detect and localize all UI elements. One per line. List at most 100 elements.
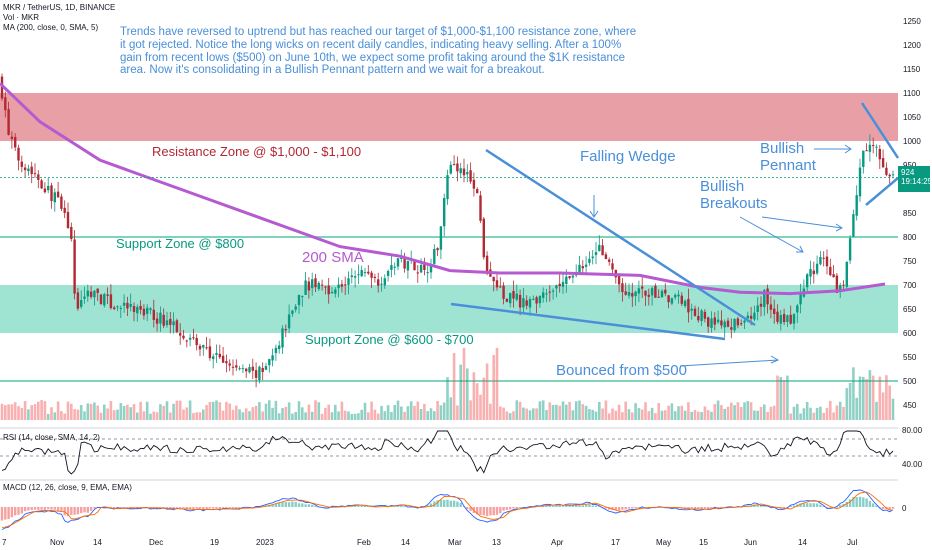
candle-body — [205, 347, 208, 349]
macd-histogram-bar — [598, 506, 601, 507]
candle-body — [703, 311, 707, 319]
candle-body — [23, 167, 27, 171]
volume-bar — [202, 409, 205, 420]
volume-bar — [13, 402, 17, 420]
volume-bar — [119, 403, 123, 420]
candle-body — [373, 276, 377, 278]
volume-bar — [485, 363, 489, 420]
macd-histogram-bar — [83, 507, 86, 513]
candle-body — [492, 276, 495, 282]
volume-bar — [149, 413, 152, 420]
candle-body — [4, 97, 7, 111]
macd-histogram-bar — [881, 507, 885, 510]
macd-legend[interactable]: MACD (12, 26, close, 9, EMA, EMA) — [3, 483, 132, 492]
volume-bar — [677, 406, 680, 420]
macd-histogram-bar — [86, 507, 89, 513]
candle-body — [674, 294, 677, 298]
candle-body — [581, 266, 584, 269]
macd-histogram-bar — [33, 507, 37, 510]
time-tick-label: Apr — [551, 538, 564, 547]
bounce-arrow — [679, 359, 779, 367]
macd-histogram-bar — [23, 507, 27, 512]
volume-bar — [17, 406, 20, 420]
time-tick-label: 14 — [798, 538, 807, 547]
candle-body — [436, 248, 439, 251]
time-tick-label: 2023 — [256, 538, 274, 547]
macd-histogram-bar — [7, 507, 10, 520]
symbol-title[interactable]: MKR / TetherUS, 1D, BINANCE — [3, 3, 116, 12]
candle-body — [565, 276, 568, 284]
volume-bar — [584, 405, 588, 420]
candle-body — [357, 274, 360, 276]
volume-bar — [852, 367, 855, 420]
volume-bar — [720, 405, 723, 420]
macd-histogram-bar — [578, 505, 581, 507]
rsi-legend[interactable]: RSI (14, close, SMA, 14, 2) — [3, 433, 100, 442]
candle-body — [627, 292, 631, 296]
volume-bar — [670, 403, 674, 420]
volume-bar — [654, 413, 657, 420]
macd-histogram-bar — [518, 507, 522, 509]
candle-body — [363, 272, 367, 274]
volume-bar — [334, 404, 337, 420]
macd-histogram-bar — [852, 497, 855, 507]
volume-bar — [225, 401, 228, 420]
price-tick-label: 950 — [903, 161, 917, 170]
candle-body — [116, 306, 119, 308]
candle-body — [423, 264, 426, 271]
volume-bar — [713, 404, 717, 420]
volume-bar — [835, 405, 839, 420]
macd-histogram-bar — [70, 507, 73, 515]
macd-signal-line — [1, 491, 894, 529]
macd-histogram-bar — [393, 506, 396, 507]
volume-bar — [53, 412, 57, 420]
volume-bar — [56, 401, 60, 420]
candle-body — [317, 282, 320, 290]
macd-histogram-bar — [703, 507, 707, 509]
candle-body — [584, 264, 588, 267]
candle-body — [221, 355, 225, 363]
candle-body — [40, 180, 43, 189]
volume-bar — [733, 405, 736, 420]
macd-histogram-bar — [192, 507, 195, 509]
volume-bar — [452, 353, 456, 420]
volume-bar — [891, 398, 895, 420]
price-tick-label: 500 — [903, 377, 917, 386]
pennant-lower-trendline — [865, 177, 899, 206]
volume-bar — [594, 411, 598, 420]
volume-bar — [525, 408, 528, 420]
volume-legend[interactable]: Vol · MKR — [3, 13, 40, 22]
volume-bar — [489, 403, 492, 420]
volume-bar — [304, 412, 307, 420]
candle-body — [37, 174, 40, 180]
volume-bar — [79, 404, 83, 420]
macd-histogram-bar — [212, 507, 215, 509]
candle-body — [155, 318, 159, 324]
candle-body — [380, 283, 383, 285]
volume-bar — [822, 412, 825, 420]
last-price-countdown: 19:14:25 — [901, 177, 932, 186]
macd-histogram-bar — [872, 503, 875, 507]
time-tick-label: Feb — [357, 538, 371, 547]
volume-bar — [211, 401, 215, 420]
time-tick-label: 7 — [2, 538, 7, 547]
volume-bar — [591, 409, 594, 420]
candle-body — [241, 368, 245, 370]
candle-body — [479, 195, 482, 221]
volume-bar — [132, 404, 136, 420]
candle-body — [466, 172, 469, 175]
volume-bar — [109, 401, 113, 420]
candle-body — [83, 296, 86, 299]
candle-body — [535, 297, 538, 304]
candle-body — [548, 291, 551, 293]
volume-bar — [33, 404, 37, 420]
volume-bar — [875, 401, 878, 420]
volume-bar — [439, 405, 443, 420]
macd-histogram-bar — [304, 504, 307, 507]
candle-body — [459, 168, 462, 174]
breakout-arrow-2-head — [796, 245, 804, 253]
ma-legend[interactable]: MA (200, close, 0, SMA, 5) — [3, 23, 99, 32]
candle-body — [60, 196, 63, 209]
volume-bar — [881, 392, 885, 420]
